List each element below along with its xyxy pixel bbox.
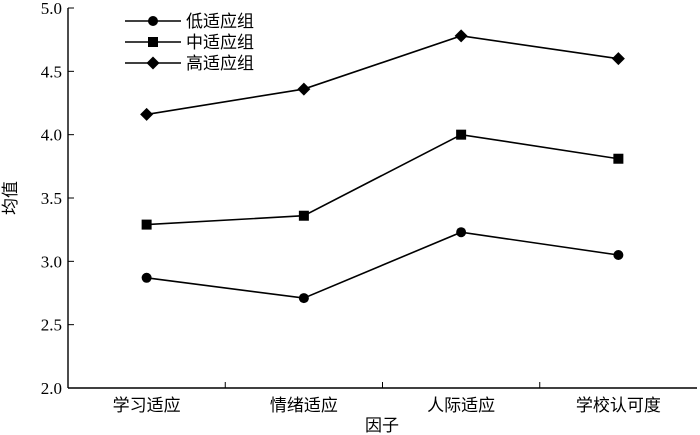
x-category-label: 学校认可度: [576, 396, 661, 416]
x-category-label: 情绪适应: [270, 396, 338, 416]
series-line: [146, 133, 619, 226]
series-2: [140, 29, 625, 121]
diamond-marker: [297, 82, 311, 96]
x-axis-title: 因子: [365, 416, 399, 435]
y-ticks: 2.0 2.5 3.0 3.5 4.0 4.5 5.0: [41, 0, 74, 398]
x-category-label: 学习适应: [113, 396, 181, 416]
legend-square-marker: [148, 37, 158, 47]
series-0: [141, 227, 624, 304]
y-tick-label: 5.0: [41, 0, 62, 18]
square-marker: [141, 219, 152, 230]
square-marker: [613, 153, 624, 164]
legend-circle-marker: [148, 16, 158, 26]
circle-marker: [141, 272, 152, 283]
square-marker: [298, 210, 309, 221]
square-marker: [456, 129, 467, 140]
y-axis-title: 均值: [1, 181, 21, 215]
circle-marker: [456, 227, 467, 238]
y-tick-label: 3.5: [41, 189, 62, 208]
series-line: [146, 231, 619, 299]
series-1: [141, 129, 624, 230]
legend-item: 中适应组: [125, 33, 254, 53]
y-tick-label: 2.0: [41, 379, 62, 398]
series-line: [146, 35, 619, 116]
x-category-label: 人际适应: [427, 396, 495, 416]
y-tick-label: 2.5: [41, 316, 62, 335]
axes: [67, 8, 697, 389]
x-ticks: 学习适应 情绪适应 人际适应 学校认可度: [113, 382, 661, 416]
legend-item: 高适应组: [125, 54, 254, 74]
diamond-marker: [140, 107, 154, 121]
legend-item: 低适应组: [125, 12, 254, 32]
legend-diamond-marker: [146, 56, 160, 70]
circle-marker: [613, 250, 624, 260]
y-tick-label: 4.5: [41, 62, 62, 81]
circle-marker: [298, 293, 309, 304]
y-tick-label: 4.0: [41, 126, 62, 145]
series-layer: [140, 29, 625, 304]
diamond-marker: [611, 52, 625, 66]
y-tick-label: 3.0: [41, 252, 62, 271]
legend-label: 高适应组: [186, 54, 254, 74]
legend-label: 低适应组: [186, 12, 254, 32]
diamond-marker: [454, 29, 468, 43]
legend-label: 中适应组: [186, 33, 254, 53]
